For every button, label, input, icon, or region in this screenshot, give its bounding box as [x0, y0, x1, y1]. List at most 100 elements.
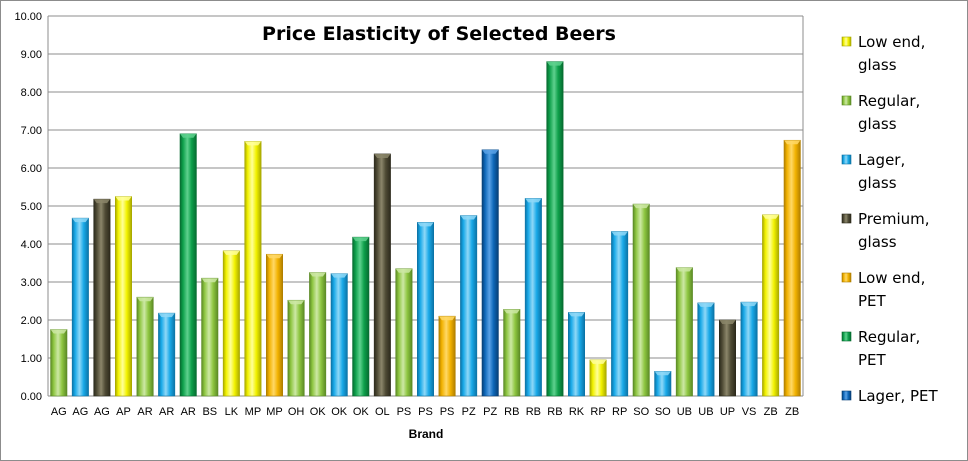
x-tick-label: PS	[440, 406, 455, 418]
bar	[719, 319, 736, 397]
legend-label: Regular,	[858, 92, 920, 110]
legend-swatch	[841, 272, 852, 283]
x-tick-label: RP	[590, 406, 605, 418]
bar	[460, 215, 478, 397]
x-axis-title: Brand	[409, 427, 444, 441]
legend-swatch	[841, 95, 852, 106]
x-tick-label: UP	[720, 406, 735, 418]
bar	[93, 198, 111, 397]
y-tick-label: 2.00	[21, 315, 42, 327]
legend-label: glass	[858, 115, 897, 133]
y-tick-label: 6.00	[21, 163, 42, 175]
bar	[675, 267, 693, 397]
bar	[438, 315, 456, 397]
x-tick-label: UB	[698, 406, 713, 418]
bar	[244, 141, 262, 397]
legend-label: Regular,	[858, 328, 920, 346]
x-tick-label: PS	[418, 406, 433, 418]
legend-label: Lager, PET	[858, 387, 939, 405]
bar	[287, 299, 305, 397]
y-tick-label: 0.00	[21, 391, 42, 403]
legend-item: Regular, glass	[841, 92, 920, 133]
x-tick-label: OK	[353, 406, 370, 418]
x-tick-label: MP	[245, 406, 262, 418]
x-tick-label: ZB	[785, 406, 799, 418]
bar	[395, 268, 413, 397]
legend-swatch	[841, 390, 852, 401]
bar	[266, 253, 283, 397]
bar	[222, 250, 240, 397]
x-tick-label: UB	[677, 406, 692, 418]
x-tick-label: SO	[633, 406, 649, 418]
x-tick-label: RB	[547, 406, 562, 418]
bar	[373, 153, 391, 397]
bar	[546, 61, 564, 397]
bar	[136, 296, 154, 397]
legend-label: PET	[858, 292, 887, 310]
bar	[71, 217, 89, 397]
x-tick-label: OH	[288, 406, 305, 418]
legend-label: Low end,	[858, 269, 925, 287]
bar	[352, 236, 370, 397]
legend-label: glass	[858, 174, 897, 192]
x-tick-label: RB	[504, 406, 519, 418]
x-tick-label: PZ	[462, 406, 476, 418]
x-tick-labels: AG AG AG AP AR AR AR BS LK MP MP OH OK OK OK OL PS PS PS PZ…	[51, 406, 799, 418]
x-tick-label: ZB	[764, 406, 778, 418]
x-tick-label: SO	[655, 406, 671, 418]
bar	[503, 309, 521, 397]
bar	[632, 203, 650, 397]
y-tick-label: 1.00	[21, 353, 42, 365]
legend-label: Low end,	[858, 33, 925, 51]
x-tick-label: RB	[526, 406, 541, 418]
bar	[158, 312, 176, 397]
bar	[330, 273, 348, 397]
bar	[50, 329, 68, 397]
bar	[568, 312, 585, 397]
y-tick-label: 7.00	[21, 125, 42, 137]
x-tick-label: RK	[569, 406, 585, 418]
x-tick-label: RP	[612, 406, 627, 418]
y-tick-label: 10.00	[14, 11, 42, 23]
legend-label: glass	[858, 56, 897, 74]
x-tick-label: LK	[225, 406, 239, 418]
x-tick-label: VS	[742, 406, 757, 418]
x-tick-label: AR	[181, 406, 196, 418]
bar	[115, 196, 132, 397]
bar	[697, 302, 715, 397]
chart-title: Price Elasticity of Selected Beers	[262, 23, 616, 45]
x-tick-label: MP	[266, 406, 283, 418]
bar	[740, 301, 758, 397]
x-tick-label: PZ	[483, 406, 497, 418]
bar	[417, 222, 434, 397]
legend-item: Low end, PET	[841, 269, 925, 310]
legend-swatch	[841, 213, 852, 224]
y-tick-label: 9.00	[21, 49, 42, 61]
x-tick-label: AG	[72, 406, 88, 418]
y-tick-label: 8.00	[21, 87, 42, 99]
y-tick-label: 3.00	[21, 277, 42, 289]
x-tick-label: AR	[137, 406, 152, 418]
bar	[762, 214, 780, 397]
legend-swatch	[841, 36, 852, 47]
x-tick-label: BS	[202, 406, 217, 418]
x-tick-label: OK	[310, 406, 327, 418]
legend-swatch	[841, 331, 852, 342]
bar	[783, 139, 801, 397]
x-tick-label: PS	[397, 406, 412, 418]
legend-item: Lager, glass	[841, 151, 905, 192]
x-tick-label: AG	[51, 406, 67, 418]
bar	[524, 198, 542, 397]
x-tick-label: AP	[116, 406, 131, 418]
y-tick-label: 5.00	[21, 201, 42, 213]
legend-item: Premium, glass	[841, 210, 930, 251]
bar	[309, 272, 327, 397]
bar	[201, 277, 219, 397]
bars	[50, 61, 801, 397]
bar	[611, 231, 629, 397]
y-tick-label: 4.00	[21, 239, 42, 251]
legend-swatch	[841, 154, 852, 165]
legend-item: Lager, PET	[841, 387, 939, 405]
legend-label: glass	[858, 233, 897, 251]
